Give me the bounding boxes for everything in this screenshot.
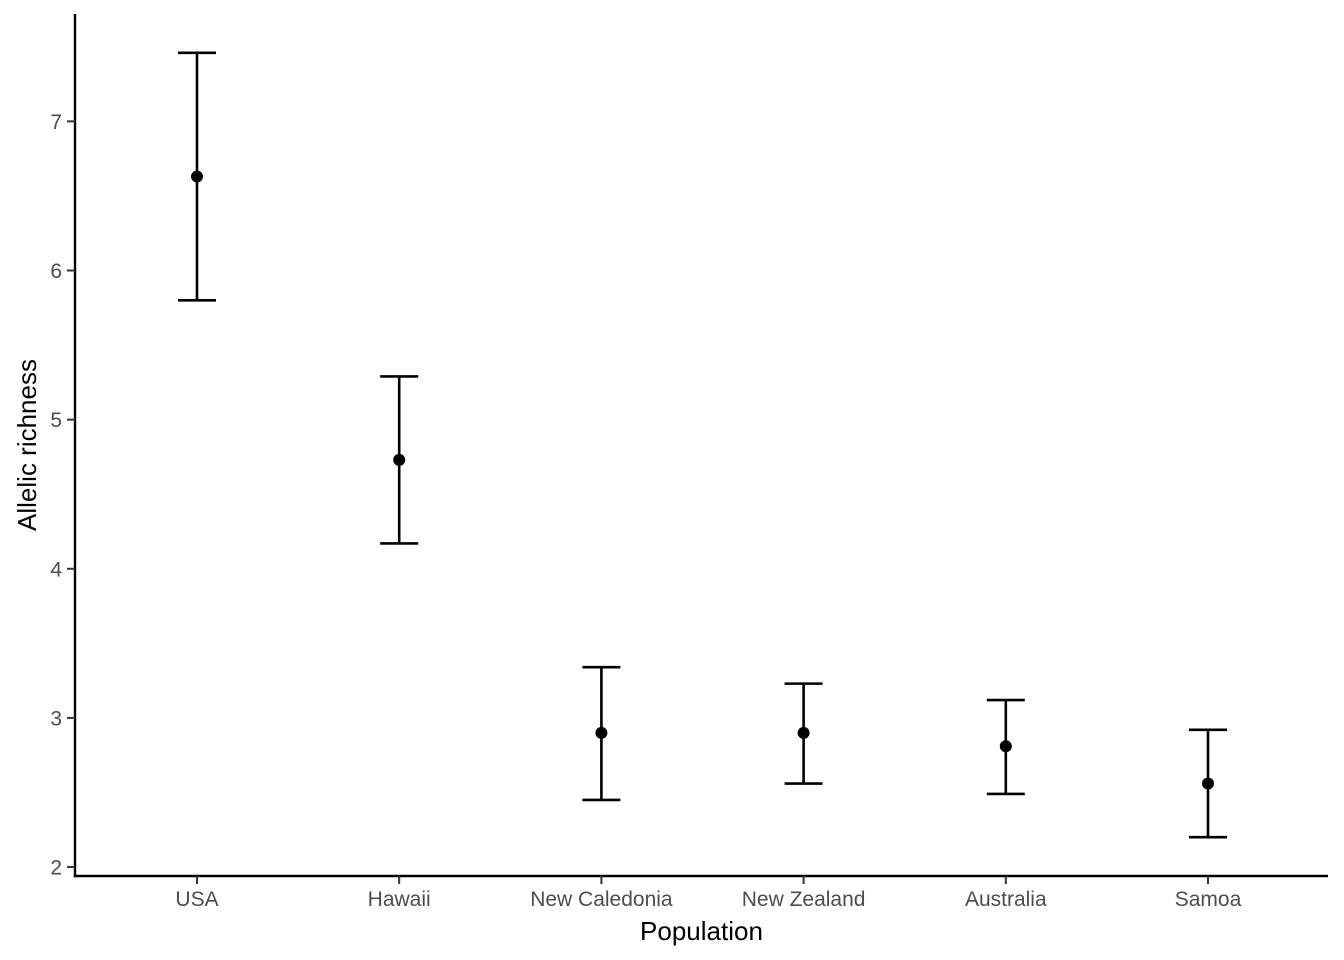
data-point-new-zealand bbox=[797, 726, 810, 739]
data-point-usa bbox=[191, 170, 203, 183]
x-tick-label: Australia bbox=[965, 888, 1047, 911]
x-tick-label: Samoa bbox=[1175, 888, 1242, 911]
x-tick-label: Hawaii bbox=[368, 888, 431, 911]
error-bars bbox=[178, 51, 1227, 839]
x-axis: USA Hawaii New Caledonia New Zealand Austral… bbox=[73, 874, 1328, 911]
y-tick-label: 3 bbox=[50, 707, 62, 730]
data-point-new-caledonia bbox=[595, 726, 608, 739]
data-points bbox=[191, 170, 1214, 790]
y-axis: 2 3 4 5 6 7 bbox=[50, 14, 77, 880]
y-tick-label: 2 bbox=[50, 857, 62, 880]
data-point-samoa bbox=[1202, 777, 1214, 790]
y-tick-label: 5 bbox=[50, 409, 62, 432]
x-tick-label: New Zealand bbox=[742, 888, 866, 911]
plot-area bbox=[178, 51, 1227, 839]
y-tick-label: 7 bbox=[50, 111, 62, 134]
y-tick-label: 4 bbox=[50, 558, 62, 581]
data-point-australia bbox=[999, 740, 1012, 753]
y-tick-label: 6 bbox=[50, 260, 62, 283]
x-tick-label: USA bbox=[175, 888, 218, 911]
x-tick-label: New Caledonia bbox=[530, 888, 673, 911]
y-axis-title: Allelic richness bbox=[12, 359, 42, 531]
x-axis-title: Population bbox=[640, 916, 763, 946]
data-point-hawaii bbox=[393, 453, 406, 466]
